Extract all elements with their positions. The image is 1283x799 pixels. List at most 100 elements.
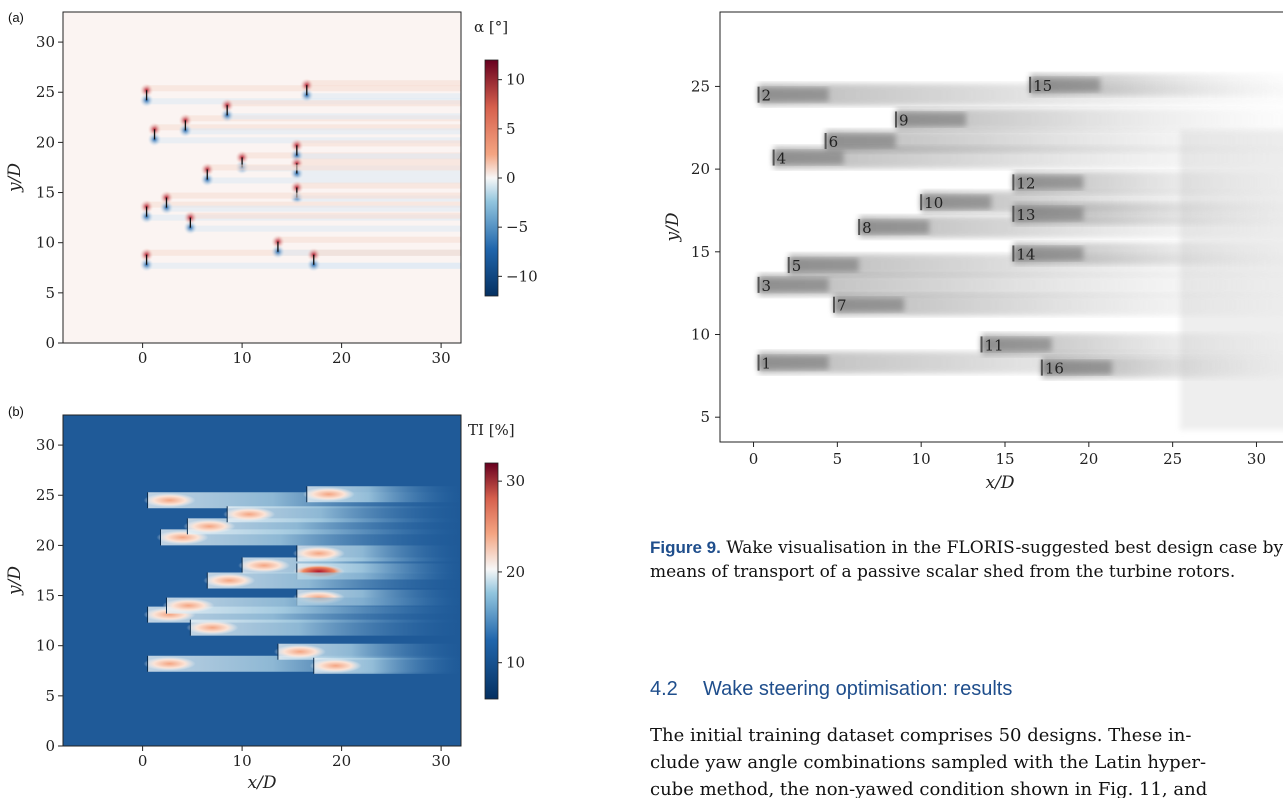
panel-b-axes: 0 10 20 30 0 5 10 15 20 25 30 y/D x/D [5,436,451,793]
turbine-label: 3 [762,277,772,295]
y-tick-label: 25 [691,77,710,95]
wake-core [788,258,859,273]
x-axis-label: x/D [986,473,1015,493]
figure-caption-text: Wake visualisation in the FLORIS-suggest… [650,538,1283,582]
wake-core [825,134,896,148]
alpha-streak [296,153,461,160]
alpha-streak [166,192,462,199]
panel-a-plot: 0 10 20 30 0 5 10 15 20 25 30 y/D 10 5 0 −5 −10 [5,11,538,367]
paragraph-line: clude yaw angle combinations sampled wit… [650,752,1207,773]
y-tick-label: 0 [45,737,55,755]
alpha-positive-spot [139,247,154,262]
colorbar-tick-label: 30 [506,472,525,490]
paragraph-line: The initial training dataset comprises 5… [650,725,1192,746]
wake-core [834,297,904,312]
alpha-streak [277,236,461,243]
wake-plume [896,108,1283,131]
alpha-streak [227,113,461,120]
turbine-label: 4 [777,150,787,168]
wake-core [1013,175,1084,190]
wake-band [277,643,461,660]
colorbar-tick-label: −10 [506,267,538,285]
turbine-label: 9 [899,112,909,130]
y-tick-label: 0 [45,334,55,352]
alpha-streak [306,80,461,87]
panel-b-letter: (b) [8,404,24,419]
y-tick-label: 25 [36,486,55,504]
panel-b-colorbar [484,462,499,700]
colorbar-tick-label: 10 [506,654,525,672]
wake-core [1030,77,1101,92]
wake-plume [981,333,1283,356]
panel-b-colorbar-ticks: 30 20 10 [498,472,525,672]
alpha-streak [306,93,461,100]
wake-core [758,277,829,292]
panel-a-letter: (a) [8,10,24,25]
x-tick-label: 15 [995,450,1014,468]
y-axis-label: y/D [5,163,25,193]
alpha-positive-spot [306,247,321,262]
x-tick-label: 0 [749,450,759,468]
wake-plume [773,146,1283,169]
x-tick-label: 10 [233,752,252,770]
wake-hotspot [186,620,239,635]
alpha-streak [313,249,461,256]
alpha-streak [296,182,461,189]
wake-hotspot [292,546,345,561]
wake-band [207,572,461,589]
panel-a-colorbar-ticks: 10 5 0 −5 −10 [498,71,538,285]
wake-core [773,150,844,165]
wake-core [1013,206,1084,221]
wake-hotspot [238,558,291,573]
y-tick-label: 15 [691,243,710,261]
alpha-streak [207,164,461,171]
alpha-streak [146,262,461,269]
panel-a-turbine-marks [139,78,462,272]
wake-plume [758,273,1283,296]
turbine-label: 14 [1016,245,1035,263]
x-tick-label: 20 [332,752,351,770]
y-tick-label: 10 [36,234,55,252]
wake-hotspot [143,656,196,671]
section-heading: 4.2 Wake steering optimisation: results [650,678,1012,701]
alpha-streak [313,262,461,269]
panel-b-colorbar-label: TI [%] [468,421,515,439]
wake-core [859,220,930,234]
x-tick-label: 25 [1163,450,1182,468]
wake-hotspot [302,487,355,502]
turbine-label: 13 [1016,206,1035,224]
alpha-streak [185,128,461,135]
panel-a-axes: 0 10 20 30 0 5 10 15 20 25 30 y/D [5,33,451,367]
y-tick-label: 5 [45,284,55,302]
alpha-streak [227,100,461,107]
y-tick-label: 10 [691,326,710,344]
y-tick-label: 15 [36,587,55,605]
y-axis-label: y/D [663,212,683,242]
x-tick-label: 10 [912,450,931,468]
y-tick-label: 5 [45,687,55,705]
colorbar-tick-label: 5 [506,120,516,138]
turbine-label: 11 [985,336,1004,354]
wake-hotspot [223,507,276,522]
wake-core [1013,246,1084,261]
figure-label: Figure 9. [650,538,721,557]
wake-plume [834,293,1283,316]
y-axis-label: y/D [5,566,25,596]
colorbar-tick-label: 20 [506,563,525,581]
y-tick-label: 5 [700,408,710,426]
wake-hotspot [203,573,256,588]
x-tick-label: 0 [138,349,148,367]
x-tick-label: 20 [1079,450,1098,468]
turbine-label: 16 [1045,360,1064,378]
colorbar-tick-label: 10 [506,71,525,89]
wake-hotspot [162,598,215,613]
wake-band [227,506,461,523]
x-tick-label: 5 [833,450,843,468]
y-tick-label: 20 [36,536,55,554]
x-tick-label: 0 [138,752,148,770]
panel-b-plot: 0 10 20 30 0 5 10 15 20 25 30 y/D x/D 30 20 10 [5,414,525,793]
alpha-streak [154,137,462,144]
turbine-label: 1 [762,355,772,373]
